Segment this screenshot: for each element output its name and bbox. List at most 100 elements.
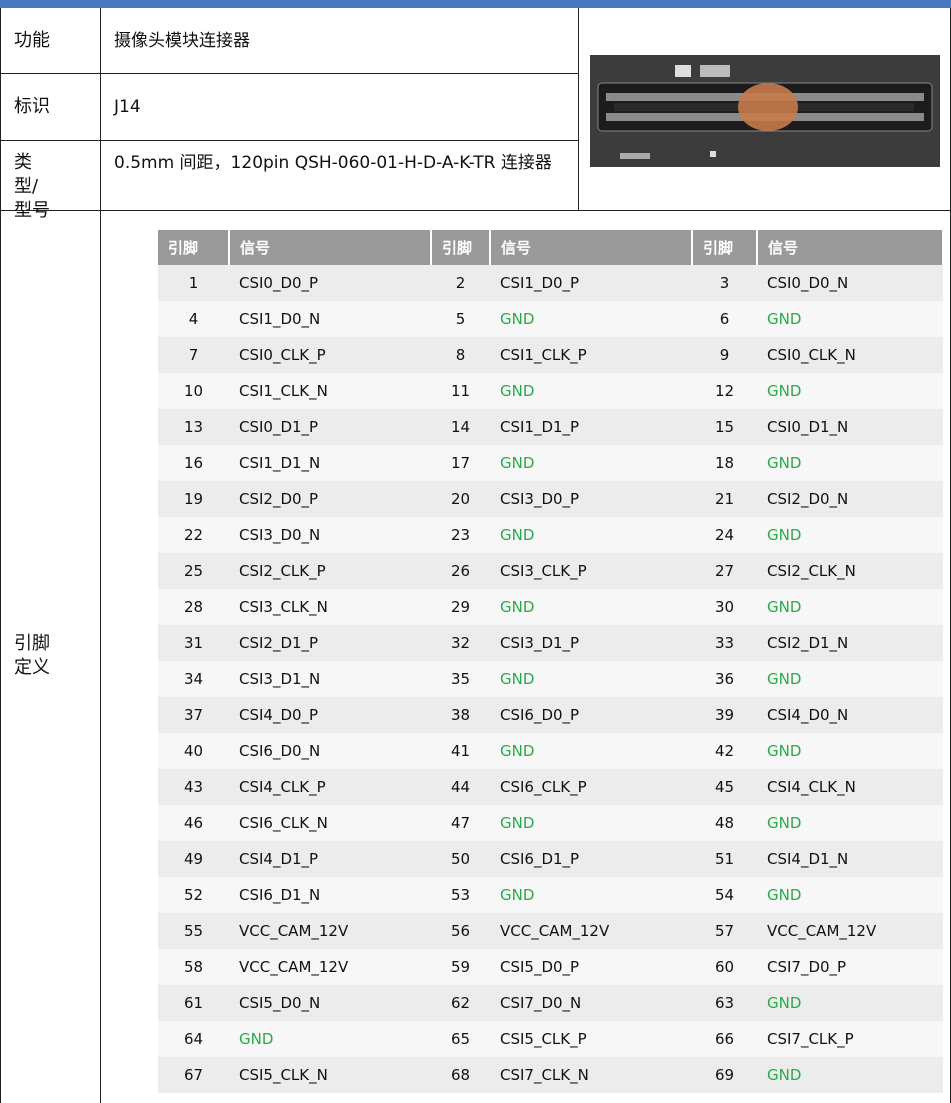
pin-number: 4	[188, 310, 199, 328]
pin-number: 61	[183, 994, 204, 1012]
pin-number: 67	[183, 1066, 204, 1084]
border	[0, 140, 578, 141]
row-label: 类型/型号	[14, 152, 50, 221]
pin-row: 25 CSI2_CLK_P 26 CSI3_CLK_P 27 CSI2_CLK_N	[158, 553, 943, 589]
border	[0, 8, 1, 1103]
pin-number: 29	[450, 598, 471, 616]
border	[0, 210, 951, 211]
signal: CSI5_CLK_P	[500, 1030, 587, 1048]
pin-row: 46 CSI6_CLK_N 47 GND 48 GND	[158, 805, 943, 841]
pin-number: 10	[183, 382, 204, 400]
pin-number: 58	[183, 958, 204, 976]
pin-row: 40 CSI6_D0_N 41 GND 42 GND	[158, 733, 943, 769]
signal: CSI2_CLK_P	[239, 562, 326, 580]
pin-number: 44	[450, 778, 471, 796]
pin-number: 25	[183, 562, 204, 580]
pin-number: 45	[714, 778, 735, 796]
pin-number: 36	[714, 670, 735, 688]
pin-number: 37	[183, 706, 204, 724]
signal: CSI7_D0_P	[767, 958, 847, 976]
signal: CSI6_D1_N	[239, 886, 321, 904]
signal: CSI6_D0_P	[500, 706, 580, 724]
pin-number: 66	[714, 1030, 735, 1048]
pin-number: 8	[455, 346, 466, 364]
pin-number: 21	[714, 490, 735, 508]
pin-number: 64	[183, 1030, 204, 1048]
signal: CSI4_D1_P	[239, 850, 319, 868]
pin-table: 引脚 信号 引脚 信号 引脚 信号 1 CSI0_D0_P 2 CSI1_D0_P 3 CSI0_D0…	[158, 230, 944, 1093]
pin-number: 55	[183, 922, 204, 940]
pin-number: 68	[450, 1066, 471, 1084]
pin-number: 16	[183, 454, 204, 472]
signal: CSI2_CLK_N	[767, 562, 856, 580]
signal: CSI3_CLK_P	[500, 562, 587, 580]
signal: CSI4_D0_P	[239, 706, 319, 724]
pin-number: 41	[450, 742, 471, 760]
signal: CSI7_D0_N	[500, 994, 582, 1012]
header-bar	[0, 0, 951, 8]
pin-number: 28	[183, 598, 204, 616]
signal: CSI5_D0_N	[239, 994, 321, 1012]
pin-number: 13	[183, 418, 204, 436]
signal: GND	[500, 526, 535, 544]
pin-number: 31	[183, 634, 204, 652]
signal: CSI1_D0_N	[239, 310, 321, 328]
pin-number: 51	[714, 850, 735, 868]
signal: CSI2_D0_P	[239, 490, 319, 508]
pin-number: 43	[183, 778, 204, 796]
row-value: J14	[114, 97, 141, 117]
signal: CSI4_CLK_P	[239, 778, 326, 796]
pin-number: 69	[714, 1066, 735, 1084]
pin-number: 11	[450, 382, 471, 400]
signal: CSI0_D0_P	[239, 274, 319, 292]
pin-number: 24	[714, 526, 735, 544]
pin-number: 14	[450, 418, 471, 436]
pin-row: 52 CSI6_D1_N 53 GND 54 GND	[158, 877, 943, 913]
signal: CSI2_D0_N	[767, 490, 849, 508]
pin-number: 3	[719, 274, 730, 292]
signal: VCC_CAM_12V	[239, 958, 349, 976]
connector-photo	[590, 55, 940, 167]
pin-number: 62	[450, 994, 471, 1012]
signal: GND	[500, 886, 535, 904]
row-label: 标识	[14, 96, 50, 117]
signal: GND	[767, 454, 802, 472]
signal: GND	[767, 526, 802, 544]
signal: CSI6_CLK_P	[500, 778, 587, 796]
pin-number: 6	[719, 310, 730, 328]
signal: GND	[500, 814, 535, 832]
signal: VCC_CAM_12V	[239, 922, 349, 940]
signal: CSI2_D1_P	[239, 634, 319, 652]
pin-number: 60	[714, 958, 735, 976]
signal: CSI4_D1_N	[767, 850, 849, 868]
signal: CSI3_D0_N	[239, 526, 321, 544]
pin-number: 30	[714, 598, 735, 616]
signal: CSI0_CLK_N	[767, 346, 856, 364]
pin-number: 34	[183, 670, 204, 688]
pin-row: 10 CSI1_CLK_N 11 GND 12 GND	[158, 373, 943, 409]
signal: GND	[767, 742, 802, 760]
signal: CSI1_CLK_P	[500, 346, 587, 364]
signal: CSI1_D1_N	[239, 454, 321, 472]
signal: CSI6_D1_P	[500, 850, 580, 868]
signal: CSI1_CLK_N	[239, 382, 328, 400]
pin-number: 38	[450, 706, 471, 724]
pin-row: 49 CSI4_D1_P 50 CSI6_D1_P 51 CSI4_D1_N	[158, 841, 943, 877]
pin-number: 32	[450, 634, 471, 652]
pin-row: 34 CSI3_D1_N 35 GND 36 GND	[158, 661, 943, 697]
pin-number: 2	[455, 274, 466, 292]
signal: GND	[500, 670, 535, 688]
signal: VCC_CAM_12V	[767, 922, 877, 940]
pin-number: 15	[714, 418, 735, 436]
pin-number: 33	[714, 634, 735, 652]
border	[100, 8, 101, 1103]
signal: GND	[767, 310, 802, 328]
pin-number: 22	[183, 526, 204, 544]
signal: CSI3_D1_P	[500, 634, 580, 652]
pin-number: 52	[183, 886, 204, 904]
pin-number: 53	[450, 886, 471, 904]
signal: CSI3_CLK_N	[239, 598, 328, 616]
pin-number: 59	[450, 958, 471, 976]
pin-row: 55 VCC_CAM_12V 56 VCC_CAM_12V 57 VCC_CAM_12V	[158, 913, 943, 949]
